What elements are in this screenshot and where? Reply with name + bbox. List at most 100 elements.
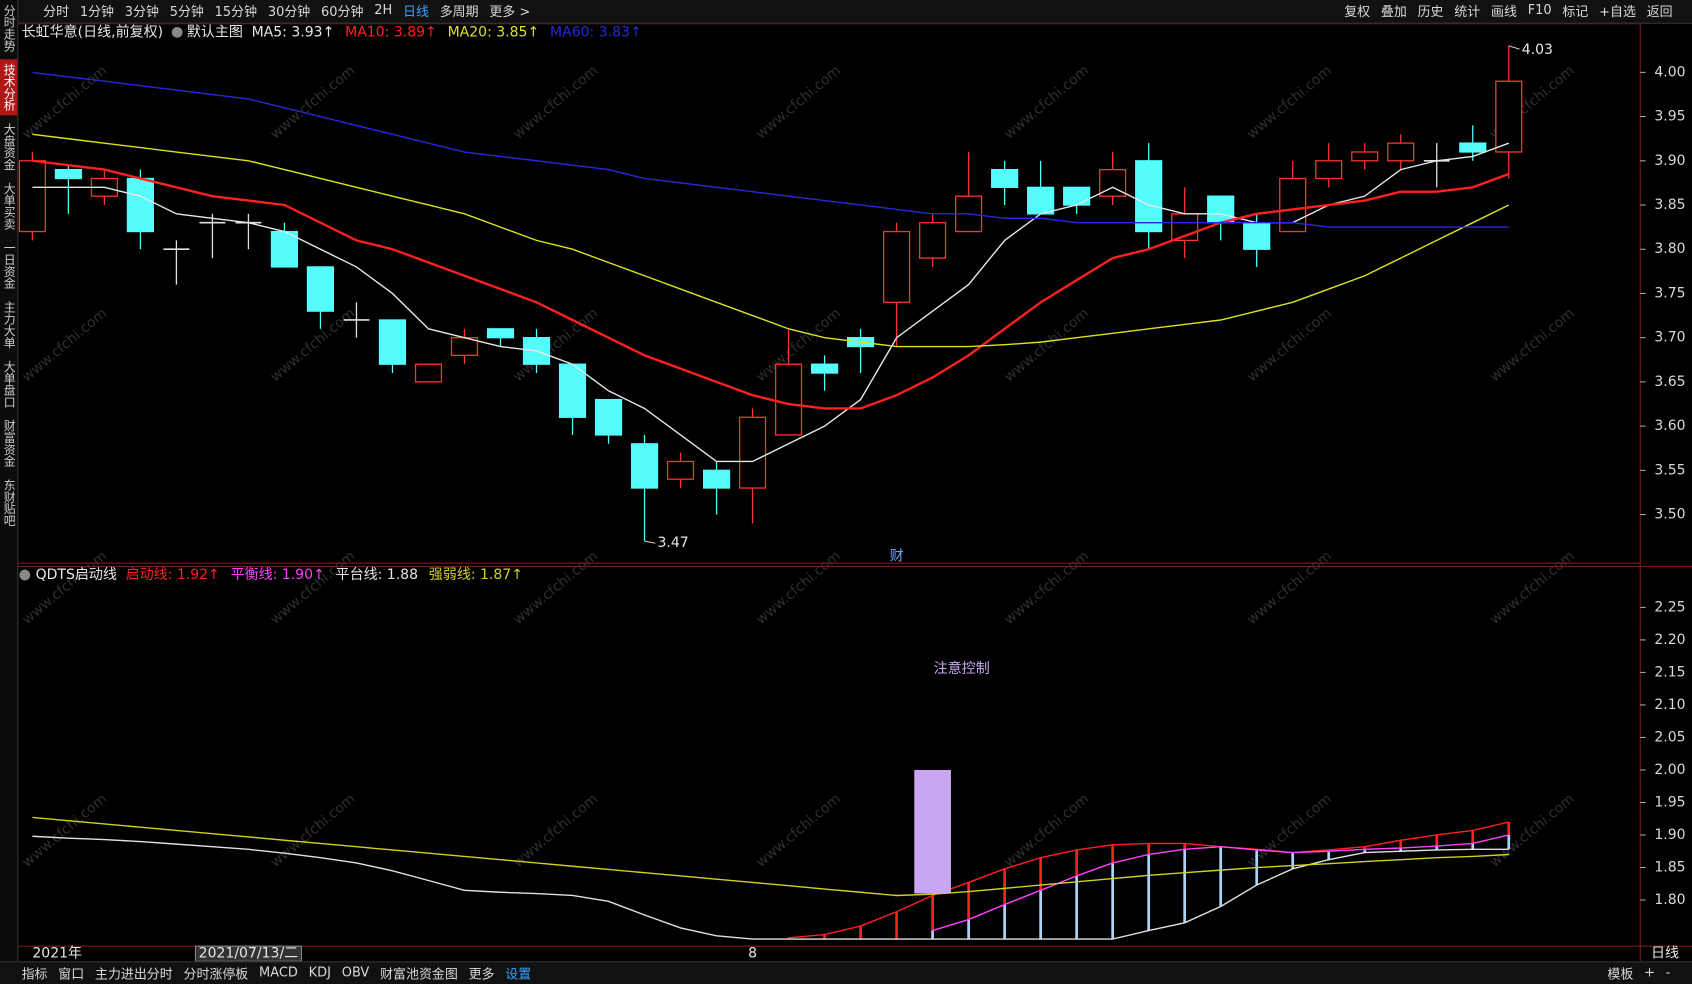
- candle-body: [1495, 80, 1523, 153]
- candle-body: [919, 222, 947, 259]
- watermark: www.cfchi.com: [510, 548, 601, 628]
- watermark: www.cfchi.com: [19, 548, 110, 628]
- watermark: www.cfchi.com: [1244, 305, 1335, 385]
- period-tab[interactable]: 60分钟: [321, 4, 364, 20]
- indicator-tab[interactable]: 设置: [505, 966, 532, 982]
- tool-tab[interactable]: 返回: [1646, 4, 1673, 20]
- y-tick-label: 1.90: [1654, 827, 1685, 843]
- indicator-tab[interactable]: 窗口: [58, 966, 85, 982]
- chart-title: 长虹华意(日线,前复权): [22, 23, 164, 40]
- candle-body: [738, 416, 767, 489]
- candle-body: [486, 328, 515, 339]
- template-tab[interactable]: -: [1665, 964, 1671, 980]
- indicator-tab[interactable]: 主力进出分时: [94, 966, 173, 982]
- annotation: 3.47: [657, 535, 688, 551]
- annotation: 4.03: [1522, 42, 1553, 58]
- indicator-tab[interactable]: OBV: [341, 964, 370, 980]
- template-tab[interactable]: 模板: [1607, 966, 1634, 982]
- tool-tab[interactable]: 画线: [1491, 4, 1517, 20]
- watermark: www.cfchi.com: [1487, 305, 1578, 385]
- template-tab[interactable]: +: [1644, 964, 1655, 980]
- side-tab[interactable]: 分时走势: [2, 4, 17, 52]
- watermark: www.cfchi.com: [753, 63, 844, 143]
- side-tab[interactable]: 大单买卖: [2, 182, 17, 230]
- watermark: www.cfchi.com: [1001, 548, 1092, 628]
- annotation-pointer: [644, 540, 656, 544]
- period-tab[interactable]: 分时: [43, 4, 70, 20]
- candle-body: [594, 398, 623, 436]
- candle-body: [1351, 151, 1379, 162]
- tool-tab[interactable]: 叠加: [1380, 4, 1407, 20]
- tool-tab[interactable]: 历史: [1417, 4, 1444, 20]
- side-tab[interactable]: 一日资金: [2, 241, 17, 290]
- tool-tabs: 复权 叠加 历史 统计 画线 F10 标记 +自选 返回: [1344, 2, 1683, 20]
- watermark: www.cfchi.com: [753, 791, 844, 871]
- candle-body: [774, 363, 803, 436]
- period-tab[interactable]: 多周期: [439, 4, 479, 20]
- legend-entry: 平衡线: 1.90↑: [231, 567, 325, 583]
- side-tab[interactable]: 大单盘口: [2, 360, 17, 408]
- tool-tab[interactable]: +自选: [1599, 4, 1636, 20]
- period-tab[interactable]: 更多 >: [489, 4, 531, 20]
- legend-entry: MA10: 3.89↑: [345, 24, 437, 40]
- indicator-tabs: 指标 窗口 主力进出分时 分时涨停板 MACD KDJ OBV 财富池资金图 更多 设置: [22, 965, 542, 983]
- period-tab[interactable]: 3分钟: [124, 4, 159, 20]
- watermark: www.cfchi.com: [268, 548, 359, 628]
- watermark: www.cfchi.com: [1001, 305, 1092, 385]
- info-icon: [171, 26, 183, 38]
- candle-body: [126, 177, 154, 233]
- legend-entry: 平台线: 1.88: [336, 567, 418, 583]
- y-tick-label: 3.85: [1654, 197, 1685, 213]
- side-tab[interactable]: 财富资金: [2, 419, 17, 468]
- indicator-tab[interactable]: 分时涨停板: [183, 966, 249, 982]
- tool-tab[interactable]: 统计: [1454, 4, 1481, 20]
- legend-entry: MA60: 3.83↑: [550, 24, 642, 40]
- indicator-tab[interactable]: 更多: [468, 966, 495, 982]
- side-tab[interactable]: 技术分析: [0, 59, 18, 116]
- indicator-line: [788, 821, 1509, 939]
- y-tick-label: 2.25: [1654, 599, 1685, 615]
- candle-body: [414, 363, 443, 383]
- indicator-line: [32, 816, 1509, 897]
- period-tab[interactable]: 日线: [402, 4, 429, 20]
- side-tab[interactable]: 东财贴吧: [2, 479, 17, 527]
- annotation-pointer: [1508, 45, 1520, 50]
- x-axis-label: 2021/07/13/二: [199, 946, 299, 962]
- side-tab[interactable]: 主力大单: [2, 301, 17, 349]
- side-tab[interactable]: 大盘资金: [2, 122, 17, 171]
- indicator-tab[interactable]: MACD: [259, 964, 298, 980]
- period-tab[interactable]: 2H: [374, 2, 393, 18]
- period-tab[interactable]: 1分钟: [79, 4, 115, 20]
- period-tab[interactable]: 5分钟: [169, 4, 204, 20]
- x-axis-label: 2021年: [32, 946, 82, 962]
- watermark: www.cfchi.com: [753, 548, 844, 628]
- indicator-tab[interactable]: 指标: [21, 966, 48, 982]
- tool-tab[interactable]: 复权: [1344, 4, 1371, 20]
- candle-body: [270, 230, 299, 268]
- ma-line: [32, 71, 1509, 228]
- candle-body: [1243, 222, 1271, 250]
- watermark: www.cfchi.com: [19, 63, 110, 143]
- watermark: www.cfchi.com: [19, 791, 110, 871]
- period-tab[interactable]: 30分钟: [267, 4, 311, 20]
- tool-tab[interactable]: 标记: [1562, 4, 1589, 20]
- annotation: 财: [890, 549, 904, 565]
- watermark: www.cfchi.com: [268, 63, 359, 143]
- indicator-tab[interactable]: KDJ: [308, 964, 331, 980]
- tool-tab[interactable]: F10: [1527, 2, 1552, 18]
- candle-body: [1459, 142, 1487, 153]
- period-tab[interactable]: 15分钟: [214, 4, 258, 20]
- y-tick-label: 1.80: [1654, 892, 1685, 908]
- y-tick-label: 3.95: [1654, 109, 1685, 125]
- candle-body: [54, 169, 82, 180]
- candle-body: [1315, 160, 1343, 180]
- y-tick-label: 1.95: [1654, 794, 1685, 810]
- watermark: www.cfchi.com: [1001, 791, 1092, 871]
- candle-body: [306, 266, 335, 312]
- y-tick-label: 3.75: [1654, 285, 1685, 301]
- bottom-toolbar: 指标 窗口 主力进出分时 分时涨停板 MACD KDJ OBV 财富池资金图 更多 设置 模板 + -: [0, 961, 1692, 984]
- indicator-tab[interactable]: 财富池资金图: [380, 966, 458, 982]
- candle-body: [666, 460, 695, 480]
